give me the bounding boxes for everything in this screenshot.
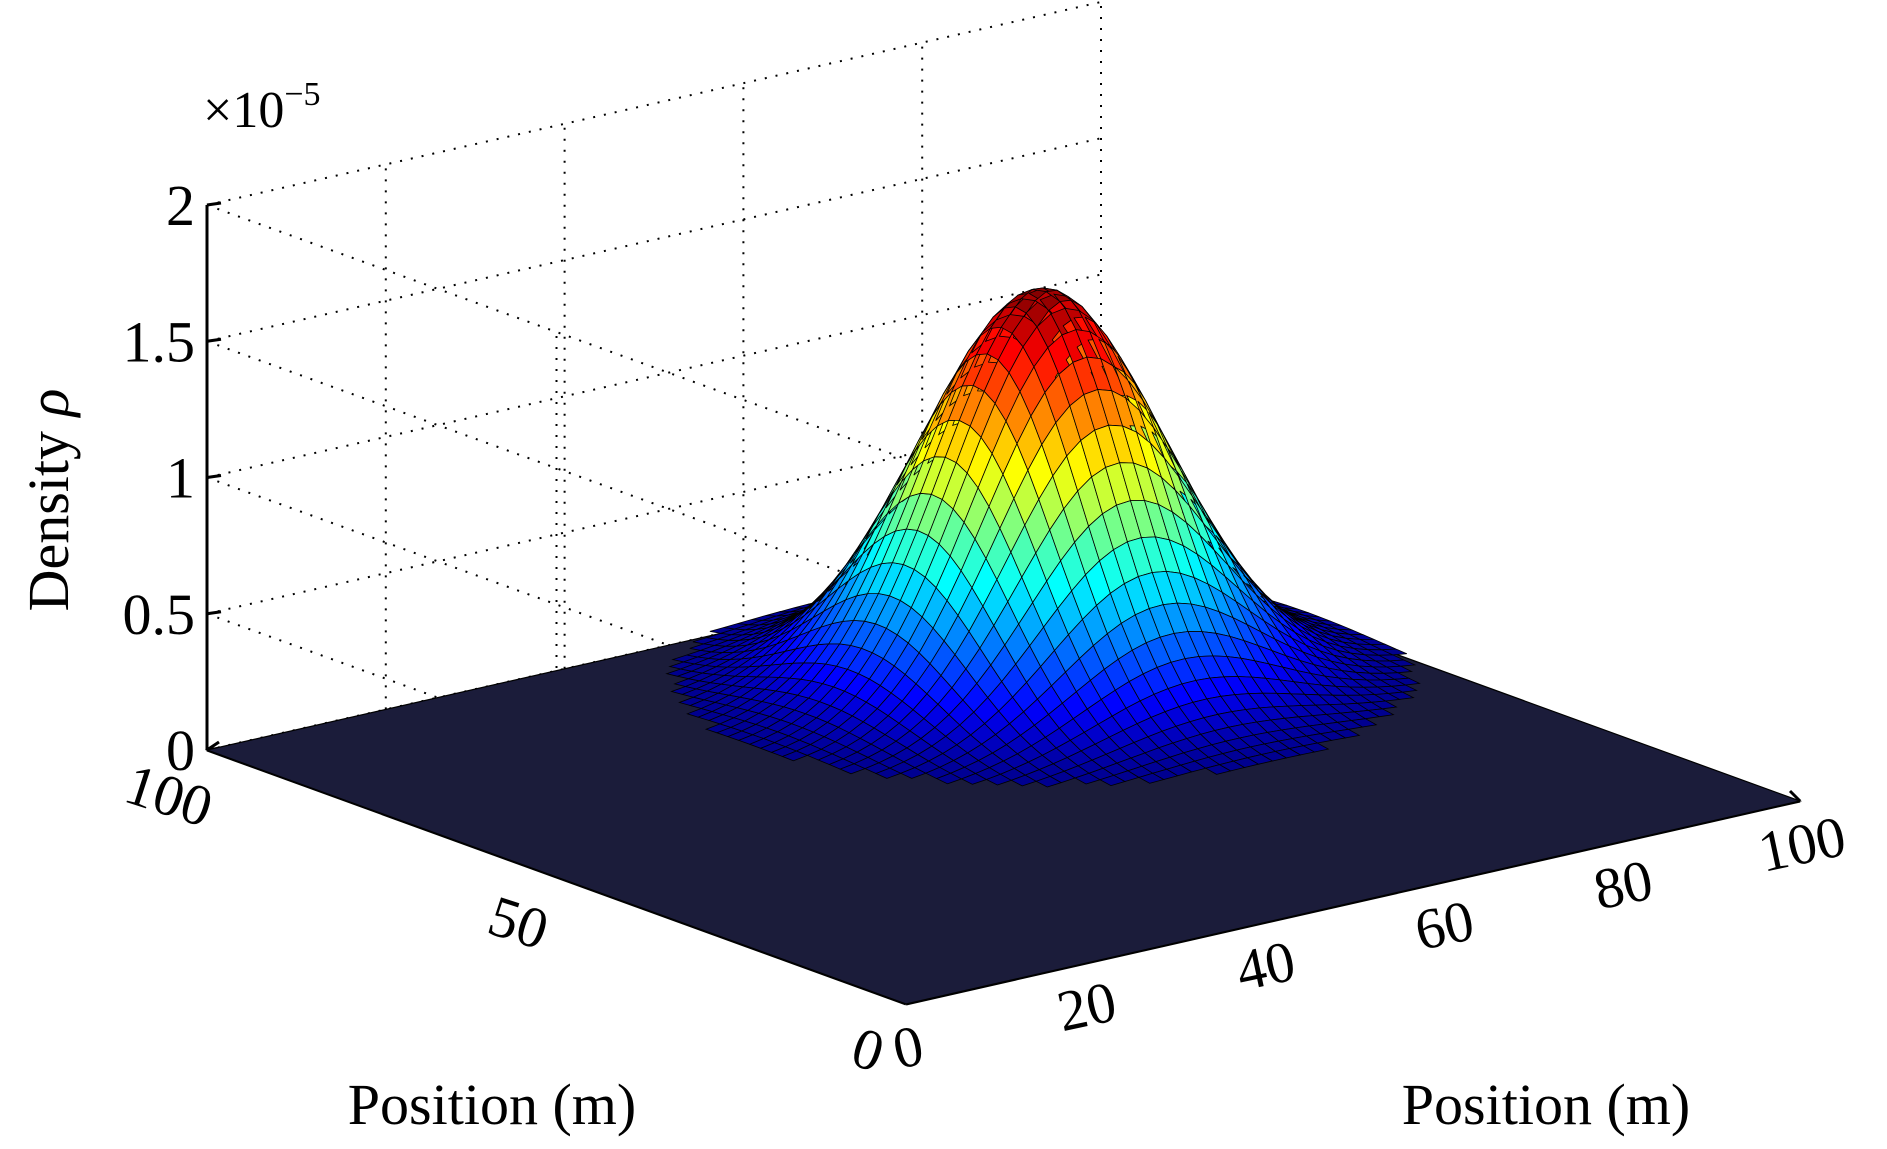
y-tick xyxy=(206,740,220,752)
z-tick-label: 1 xyxy=(166,446,195,511)
z-axis-title-symbol: ρ xyxy=(16,389,81,419)
z-tick-label: 0 xyxy=(166,718,195,783)
x-tick-label: 20 xyxy=(1052,969,1122,1045)
x-tick-label: 0 xyxy=(887,1012,929,1082)
z-tick xyxy=(206,337,222,343)
x-tick-label: 40 xyxy=(1230,928,1300,1004)
surface-mesh xyxy=(204,287,1803,1005)
x-tick-label: 80 xyxy=(1588,847,1658,923)
grid-line-z-left xyxy=(206,204,907,460)
y-axis-title: Position (m) xyxy=(348,1072,636,1137)
surface-cell xyxy=(1381,648,1407,656)
z-tick xyxy=(206,201,222,207)
z-tick-label: 1.5 xyxy=(123,309,196,374)
y-tick-label: 100 xyxy=(118,751,221,840)
z-axis-title-text: Density xyxy=(16,416,81,611)
grid-line-z-back xyxy=(206,137,1102,343)
z-axis-title: Density ρ xyxy=(16,389,81,612)
y-tick-label: 0 xyxy=(844,1014,892,1085)
grid-line-z-back xyxy=(206,1,1102,206)
y-tick-label: 50 xyxy=(481,883,556,963)
surface-cell xyxy=(1388,659,1417,667)
z-tick xyxy=(206,610,222,616)
x-tick-label: 60 xyxy=(1409,887,1479,963)
x-tick-label: 100 xyxy=(1753,803,1852,885)
z-tick xyxy=(206,474,222,479)
x-axis-title: Position (m) xyxy=(1402,1072,1690,1137)
z-tick-label: 2 xyxy=(166,173,195,238)
z-tick-label: 0.5 xyxy=(123,582,196,647)
x-tick xyxy=(1788,789,1802,803)
surface-cell xyxy=(1393,677,1421,686)
z-exponent-label: ×10−5 xyxy=(203,76,321,139)
z-exponent-base: ×10 xyxy=(203,82,284,139)
z-exponent-power: −5 xyxy=(284,76,320,113)
